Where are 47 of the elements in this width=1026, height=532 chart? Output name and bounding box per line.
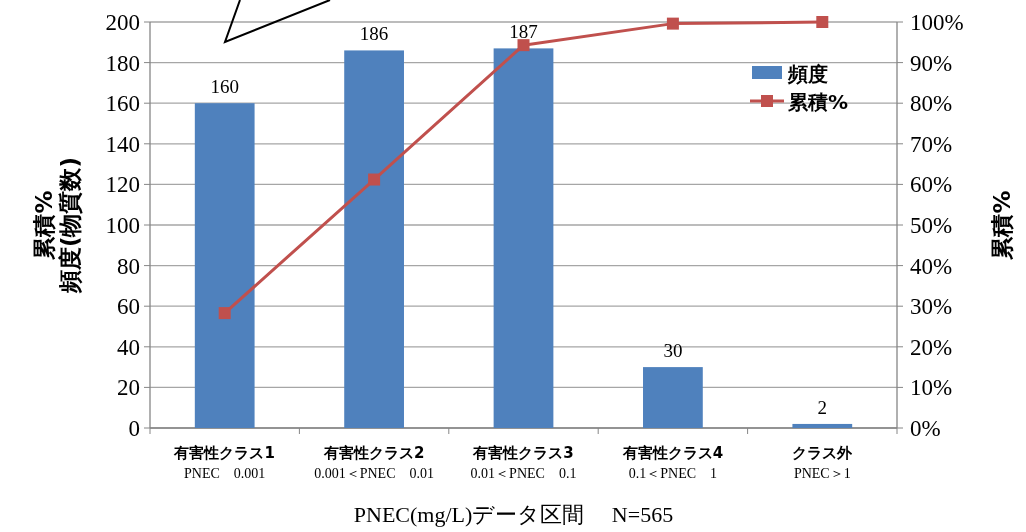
y2-tick-label: 10% — [910, 375, 953, 401]
data-label: 187 — [509, 21, 538, 43]
x-tick-label: 有害性クラス3 0.01＜PNEC 0.1 — [470, 444, 577, 481]
y2-tick-label: 70% — [910, 131, 953, 157]
y-tick-label: 140 — [105, 131, 140, 157]
x-tick-label: 有害性クラス1 PNEC 0.001 — [173, 444, 275, 481]
x-axis-title: PNEC(mg/L)データ区間 N=565 — [353, 502, 674, 527]
data-label: 186 — [359, 23, 389, 45]
y2-tick-label: 20% — [910, 334, 953, 360]
bar — [643, 367, 703, 428]
bar — [792, 423, 853, 428]
y2-tick-label: 100% — [910, 10, 964, 35]
legend-label: 頻度 — [787, 62, 828, 86]
y-tick-label: 60 — [117, 294, 140, 320]
legend-label: 累積% — [787, 90, 849, 114]
y-tick-label: 80 — [117, 253, 140, 279]
x-tick-label: クラス外 PNEC＞1 — [792, 444, 854, 481]
point — [218, 307, 231, 320]
data-label: 30 — [663, 340, 683, 362]
data-label: 160 — [210, 76, 239, 98]
y2-tick-label: 90% — [910, 50, 953, 76]
y-axis-title: 累積% 頻度(物質数) — [31, 156, 83, 295]
x-tick-label: 有害性クラス4 0.1＜PNEC 1 — [621, 444, 724, 481]
y-tick-label: 160 — [105, 91, 140, 117]
data-label: 2 — [817, 396, 828, 418]
bar — [344, 50, 404, 428]
y-tick-label: 100 — [105, 213, 140, 238]
y2-tick-label: 30% — [910, 294, 953, 320]
y-tick-label: 180 — [105, 50, 140, 76]
y-tick-label: 0 — [128, 416, 140, 441]
point — [517, 39, 530, 52]
bar — [194, 103, 255, 428]
point — [816, 16, 829, 28]
y2-tick-label: 50% — [910, 213, 953, 238]
y2-tick-label: 80% — [910, 91, 953, 117]
y-tick-label: 200 — [105, 10, 140, 35]
y-tick-label: 20 — [117, 375, 140, 401]
y-tick-label: 120 — [105, 172, 140, 198]
y-tick-label: 40 — [117, 334, 140, 360]
y2-tick-label: 40% — [910, 253, 953, 279]
point — [666, 17, 679, 30]
y2-tick-label: 0% — [910, 416, 941, 441]
x-tick-label: 有害性クラス2 0.001＜PNEC 0.01 — [314, 444, 434, 481]
bar — [493, 48, 554, 428]
y2-tick-label: 60% — [910, 172, 953, 198]
y2-axis-title: 累積% — [989, 190, 1015, 261]
point — [368, 173, 381, 186]
